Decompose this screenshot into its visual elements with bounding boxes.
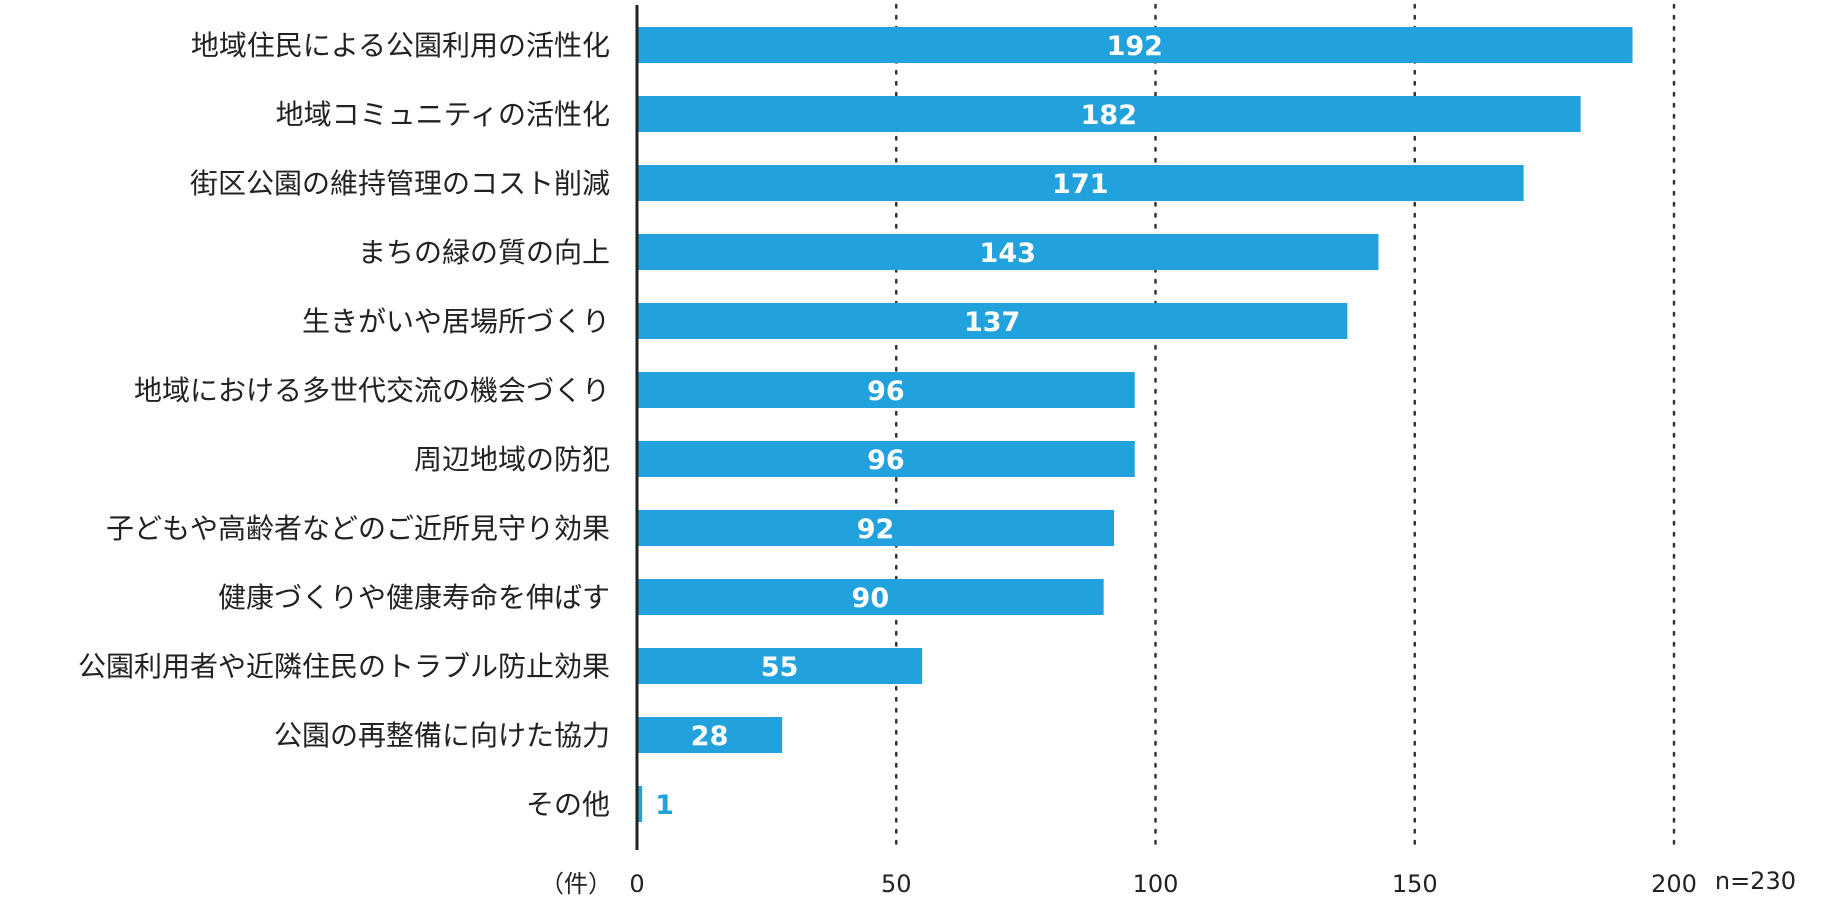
x-tick-label: 100 [1133,870,1179,898]
category-label: 生きがいや居場所づくり [302,305,610,338]
bar [637,165,1524,201]
category-label: 公園利用者や近隣住民のトラブル防止効果 [78,650,610,683]
bar [637,234,1379,270]
bar [637,441,1135,477]
x-tick-label: 0 [629,870,644,898]
category-label: 地域コミュニティの活性化 [276,98,610,131]
bar [637,717,783,753]
bar-value-label: 90 [852,583,890,614]
category-label: 地域住民による公園利用の活性化 [191,29,610,62]
bar [637,579,1104,615]
bar-value-label: 92 [857,514,895,545]
category-label: その他 [526,788,610,821]
x-tick-labels: 0 50 100 150 200 [629,870,1697,898]
sample-size-label: n=230 [1715,867,1796,895]
bar-value-label: 192 [1107,31,1163,62]
category-labels: 地域住民による公園利用の活性化地域コミュニティの活性化街区公園の維持管理のコスト… [78,29,610,821]
category-label: 子どもや高齢者などのご近所見守り効果 [106,512,610,545]
x-unit-label: （件） [540,870,612,898]
bar [637,786,643,822]
category-label: 周辺地域の防犯 [414,443,610,476]
bar-value-label: 171 [1052,169,1108,200]
bar-value-label: 96 [867,376,905,407]
bar-value-label: 182 [1081,100,1137,131]
bar-value-label: 28 [691,721,729,752]
bar [637,510,1115,546]
category-label: 公園の再整備に向けた協力 [274,719,610,752]
x-tick-label: 150 [1392,870,1438,898]
bar [637,96,1581,132]
bar-value-label: 55 [761,652,799,683]
bar [637,27,1633,63]
category-label: 地域における多世代交流の機会づくり [134,374,610,407]
bar-value-label: 1 [655,790,674,821]
category-label: 健康づくりや健康寿命を伸ばす [218,581,610,614]
x-tick-label: 200 [1651,870,1697,898]
bar [637,303,1348,339]
bar-value-label: 137 [964,307,1020,338]
gridlines [895,3,1676,852]
bar [637,372,1135,408]
bar-value-label: 96 [867,445,905,476]
x-tick-label: 50 [881,870,912,898]
bars: 192 182 171 143 137 96 96 92 90 55 28 1 [637,27,1633,822]
category-label: 街区公園の維持管理のコスト削減 [190,167,610,200]
bar-value-label: 143 [980,238,1036,269]
bar [637,648,923,684]
category-label: まちの緑の質の向上 [358,236,610,269]
